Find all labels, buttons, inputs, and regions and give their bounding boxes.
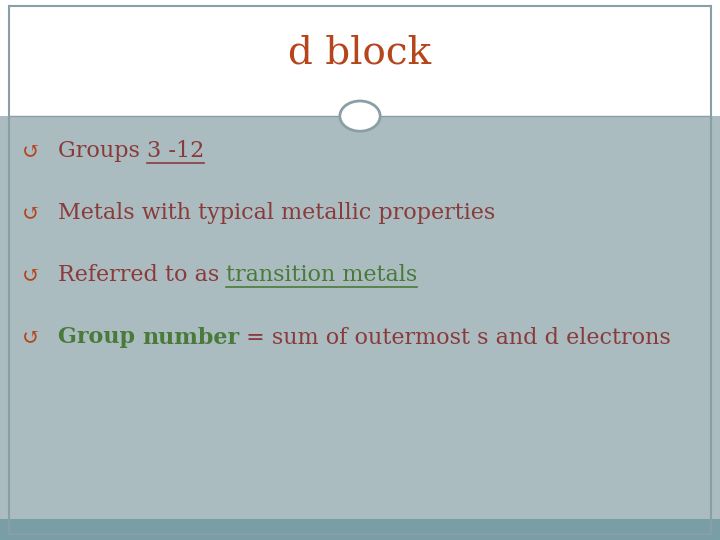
Text: number: number [143, 327, 240, 348]
Text: Metals with typical metallic properties: Metals with typical metallic properties [58, 202, 495, 224]
Bar [0, 0, 720, 116]
Text: 3 -12: 3 -12 [147, 140, 204, 162]
Circle shape [340, 101, 380, 131]
Text: d block: d block [289, 34, 431, 71]
Text: ↺: ↺ [22, 202, 40, 224]
Text: ↺: ↺ [22, 327, 40, 348]
Text: Group: Group [58, 327, 143, 348]
Text: = sum of outermost s and d electrons: = sum of outermost s and d electrons [240, 327, 671, 348]
Text: Groups: Groups [58, 140, 147, 162]
Text: transition metals: transition metals [226, 265, 417, 286]
Text: Referred to as: Referred to as [58, 265, 226, 286]
Text: ↺: ↺ [22, 140, 40, 162]
Bar [0, 519, 720, 540]
Text: ↺: ↺ [22, 265, 40, 286]
Bar [0, 116, 720, 519]
